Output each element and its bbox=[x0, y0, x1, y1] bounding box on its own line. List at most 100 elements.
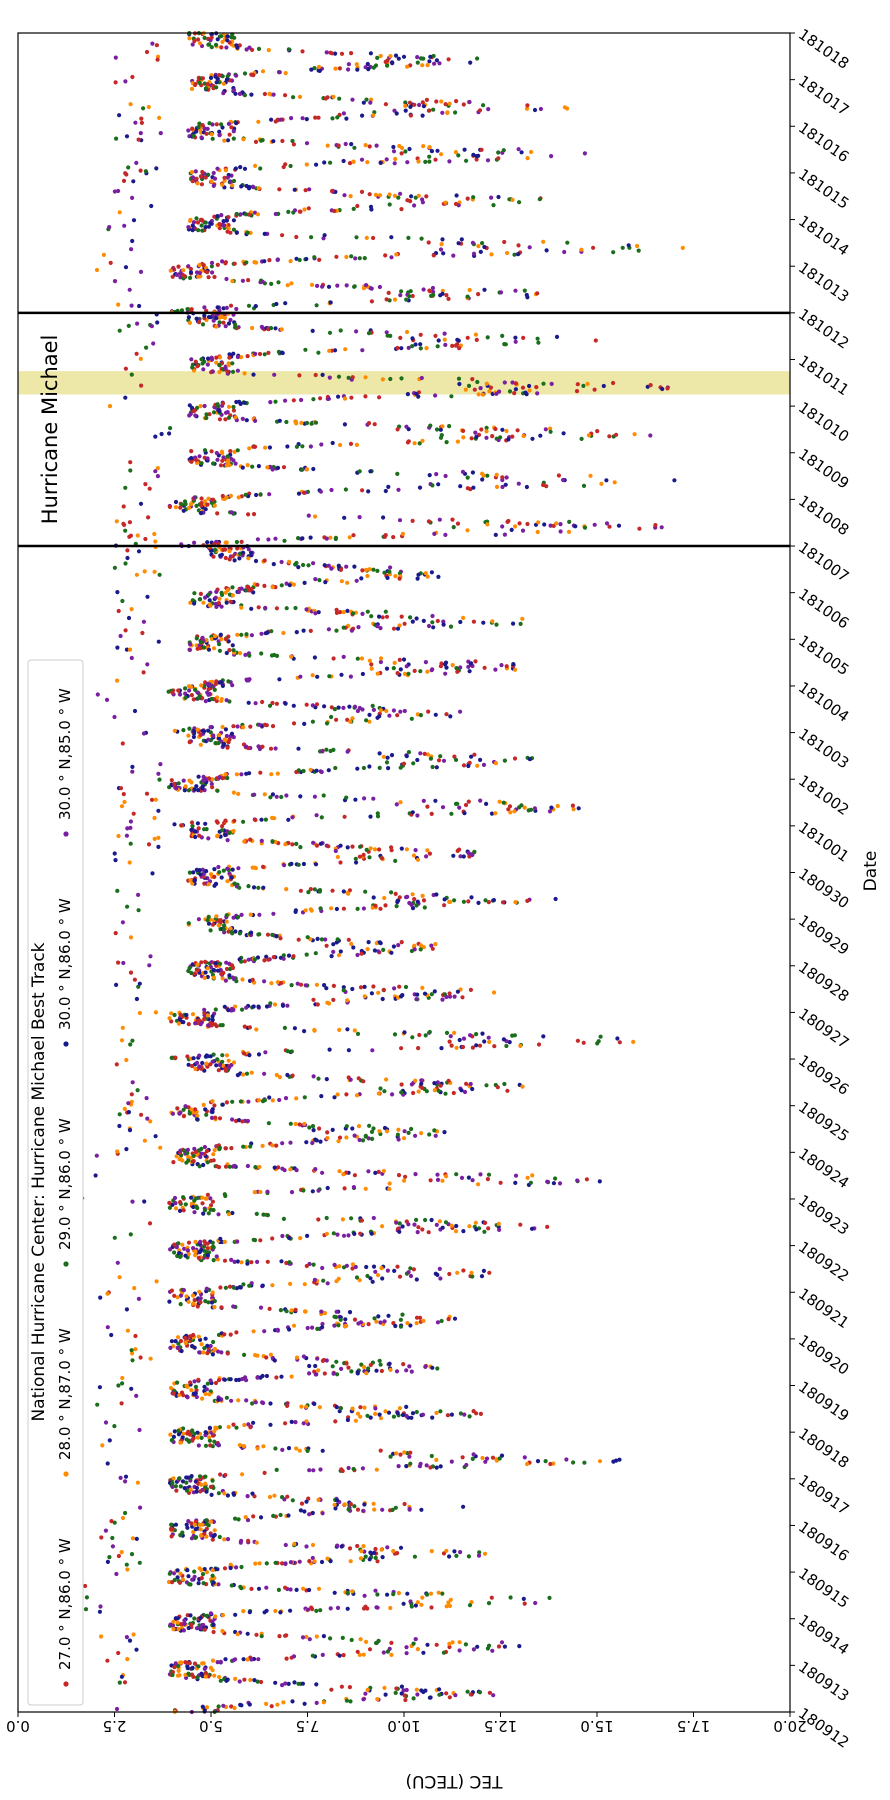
data-point bbox=[325, 1185, 330, 1191]
data-point bbox=[398, 1317, 403, 1322]
data-point bbox=[439, 242, 444, 247]
data-point bbox=[128, 841, 133, 846]
data-point bbox=[419, 1131, 424, 1136]
data-point bbox=[219, 592, 225, 598]
data-point bbox=[547, 1595, 552, 1600]
data-point bbox=[480, 241, 485, 246]
data-point bbox=[324, 1231, 329, 1236]
data-point bbox=[290, 842, 295, 847]
data-point bbox=[364, 847, 369, 853]
data-point bbox=[230, 183, 235, 188]
data-point bbox=[307, 1637, 312, 1642]
data-point bbox=[547, 809, 553, 814]
data-point bbox=[169, 1522, 174, 1527]
data-point bbox=[250, 1401, 255, 1406]
data-point bbox=[265, 1189, 270, 1194]
data-point bbox=[401, 1362, 406, 1367]
data-point bbox=[502, 532, 507, 537]
data-point bbox=[185, 1147, 190, 1152]
data-point bbox=[175, 1568, 180, 1573]
data-point bbox=[178, 692, 183, 697]
data-point bbox=[282, 1025, 287, 1030]
data-point bbox=[350, 844, 355, 849]
data-point bbox=[436, 1590, 441, 1595]
data-point bbox=[167, 1205, 172, 1210]
data-point bbox=[275, 465, 281, 470]
data-point bbox=[450, 663, 455, 668]
data-point bbox=[457, 1037, 462, 1043]
data-point bbox=[579, 436, 584, 441]
data-point bbox=[156, 835, 161, 840]
data-point bbox=[186, 1062, 191, 1067]
data-point bbox=[217, 1145, 223, 1150]
data-point bbox=[248, 837, 253, 842]
data-point bbox=[275, 257, 280, 262]
data-point bbox=[242, 1352, 247, 1357]
data-point bbox=[194, 1388, 199, 1393]
data-point bbox=[253, 1400, 258, 1405]
data-point bbox=[203, 1241, 208, 1246]
data-point bbox=[258, 1238, 263, 1243]
data-point bbox=[458, 709, 463, 714]
data-point bbox=[418, 1315, 423, 1320]
data-point bbox=[346, 1048, 351, 1053]
data-point bbox=[395, 626, 401, 631]
data-point bbox=[143, 482, 148, 487]
data-point bbox=[320, 1321, 325, 1327]
data-point bbox=[266, 1121, 271, 1126]
data-point bbox=[212, 1439, 217, 1444]
data-point bbox=[545, 1179, 550, 1184]
data-point bbox=[204, 1518, 209, 1523]
data-point bbox=[269, 981, 274, 986]
data-point bbox=[391, 1548, 396, 1554]
data-point bbox=[277, 187, 282, 192]
data-point bbox=[220, 1613, 226, 1618]
data-point bbox=[399, 940, 404, 945]
data-point bbox=[415, 1230, 420, 1235]
data-point bbox=[204, 1196, 209, 1201]
data-point bbox=[260, 699, 265, 705]
data-point bbox=[241, 1072, 246, 1077]
data-point bbox=[238, 651, 243, 656]
data-point bbox=[298, 845, 303, 850]
data-point bbox=[324, 943, 329, 948]
data-point bbox=[125, 1567, 130, 1572]
data-point bbox=[313, 577, 318, 582]
data-point bbox=[448, 899, 453, 905]
data-point bbox=[222, 175, 227, 180]
data-point bbox=[213, 1115, 218, 1120]
data-point bbox=[181, 728, 186, 733]
data-point bbox=[140, 630, 145, 636]
data-point bbox=[178, 1254, 183, 1259]
data-point bbox=[314, 843, 320, 848]
data-point bbox=[346, 1233, 351, 1238]
data-point bbox=[204, 1148, 210, 1154]
data-point bbox=[245, 463, 250, 468]
data-point bbox=[351, 1185, 356, 1190]
data-point bbox=[396, 1137, 401, 1142]
data-point bbox=[434, 765, 439, 770]
data-point bbox=[226, 215, 231, 220]
data-point bbox=[313, 420, 319, 425]
data-point bbox=[225, 1493, 230, 1498]
data-point bbox=[124, 833, 129, 838]
data-point bbox=[191, 1159, 196, 1164]
data-point bbox=[557, 1181, 563, 1186]
data-point bbox=[313, 514, 318, 519]
data-point bbox=[289, 861, 294, 867]
data-point bbox=[258, 492, 263, 497]
data-point bbox=[418, 342, 423, 347]
data-point bbox=[269, 772, 274, 777]
data-point bbox=[441, 1650, 446, 1655]
data-point bbox=[196, 826, 201, 831]
data-point bbox=[512, 809, 517, 814]
data-point bbox=[180, 1479, 186, 1484]
data-point bbox=[430, 620, 435, 625]
data-point bbox=[356, 625, 361, 630]
data-point bbox=[149, 797, 155, 803]
data-point bbox=[502, 758, 507, 763]
data-point bbox=[395, 427, 400, 432]
data-point bbox=[468, 1081, 473, 1087]
data-point bbox=[348, 674, 353, 679]
data-point bbox=[247, 184, 252, 190]
